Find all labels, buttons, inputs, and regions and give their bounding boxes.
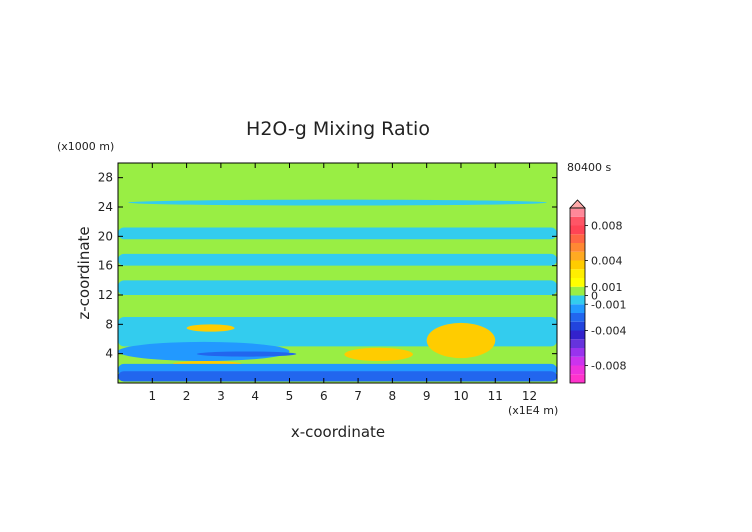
y-tick-label: 12 [98,288,113,302]
colorbar-swatch [570,339,585,348]
x-axis-ticks: 1 2 3 4 5 6 7 8 9 10 11 12 [148,163,537,403]
colorbar-arrow [569,199,586,209]
colorbar-label: 0.004 [591,255,623,268]
x-axis-label: x-coordinate [291,423,385,441]
colorbar-swatch [570,295,585,305]
colorbar-label: 0.001 [591,281,623,294]
heatmap-blob-green [128,199,547,206]
colorbar-label: -0.004 [591,325,626,338]
heatmap-blob-blue [196,351,297,357]
x-tick-label: 4 [251,389,259,403]
colorbar-label: -0.001 [591,298,626,311]
heatmap-band-blue [118,371,557,382]
colorbar-swatch [570,330,585,340]
heatmap-band-green [118,227,557,240]
x-tick-label: 11 [488,389,503,403]
x-tick-label: 7 [354,389,362,403]
y-axis-label: z-coordinate [75,226,93,319]
chart-title: H2O-g Mixing Ratio [246,118,430,140]
y-tick-label: 28 [98,171,113,185]
x-tick-label: 9 [423,389,431,403]
colorbar-label: 0 [591,290,598,303]
y-tick-label: 24 [98,200,113,214]
plot-frame [117,162,558,384]
colorbar-swatch [570,216,585,226]
colorbar-swatch [570,251,585,261]
colorbar-swatch [570,374,585,383]
y-tick-label: 4 [105,347,113,361]
colorbar-swatch [570,286,585,296]
colorbar-swatch [570,321,585,331]
heatmap-band-green [118,253,557,266]
x-tick-label: 1 [148,389,156,403]
time-label: 80400 s [567,161,611,174]
colorbar-swatch [570,365,585,375]
y-tick-label: 16 [98,259,113,273]
colorbar-swatch [570,356,585,366]
y-axis-ticks: 4 8 12 16 20 24 28 [98,171,557,361]
heatmap-band-green [118,280,557,295]
y-unit-label: (x1000 m) [57,140,114,153]
colorbar-swatch [570,304,585,313]
colorbar-swatch [570,243,585,252]
colorbar-swatch [570,208,585,217]
x-tick-label: 2 [183,389,191,403]
colorbar-swatch [570,313,585,322]
heatmap-field [118,163,557,383]
heatmap-blob-cyan [118,341,290,361]
colorbar-label: -0.008 [591,360,626,373]
colorbar-swatch [570,260,585,270]
x-tick-label: 5 [286,389,294,403]
colorbar-swatch [570,234,585,243]
colorbar-swatch [570,348,585,357]
colorbar-swatch [570,208,585,209]
heatmap-blob-orange [426,322,496,359]
colorbar-swatch [570,269,585,278]
x-tick-label: 3 [217,389,225,403]
colorbar-label: 0.008 [591,220,623,233]
heatmap-blob-orange [344,347,413,361]
colorbar-swatch [570,225,585,235]
x-tick-label: 10 [453,389,468,403]
y-tick-label: 8 [105,317,113,331]
x-tick-label: 12 [522,389,537,403]
y-tick-label: 20 [98,229,113,243]
colorbar-swatch [570,278,585,287]
x-tick-label: 8 [389,389,397,403]
heatmap-blob-orange [186,324,235,332]
x-unit-label: (x1E4 m) [508,404,558,417]
x-tick-label: 6 [320,389,328,403]
